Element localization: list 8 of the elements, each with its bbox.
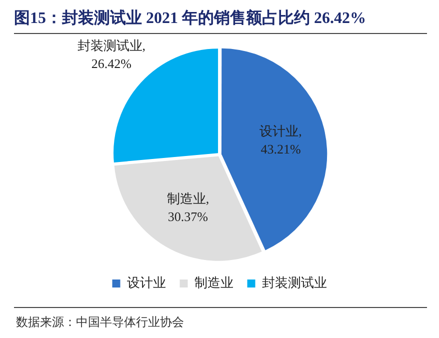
chart-title: 图15：封装测试业 2021 年的销售额占比约 26.42% xyxy=(14,8,366,29)
legend-label: 封装测试业 xyxy=(262,274,327,290)
source-note: 数据来源：中国半导体行业协会 xyxy=(16,314,184,331)
legend-label: 设计业 xyxy=(126,274,166,290)
legend-label: 制造业 xyxy=(194,274,234,290)
data-label: 封装测试业, 26.42% xyxy=(77,38,146,72)
data-label: 设计业, 43.21% xyxy=(260,124,302,157)
data-label: 制造业, 30.37% xyxy=(166,191,210,224)
